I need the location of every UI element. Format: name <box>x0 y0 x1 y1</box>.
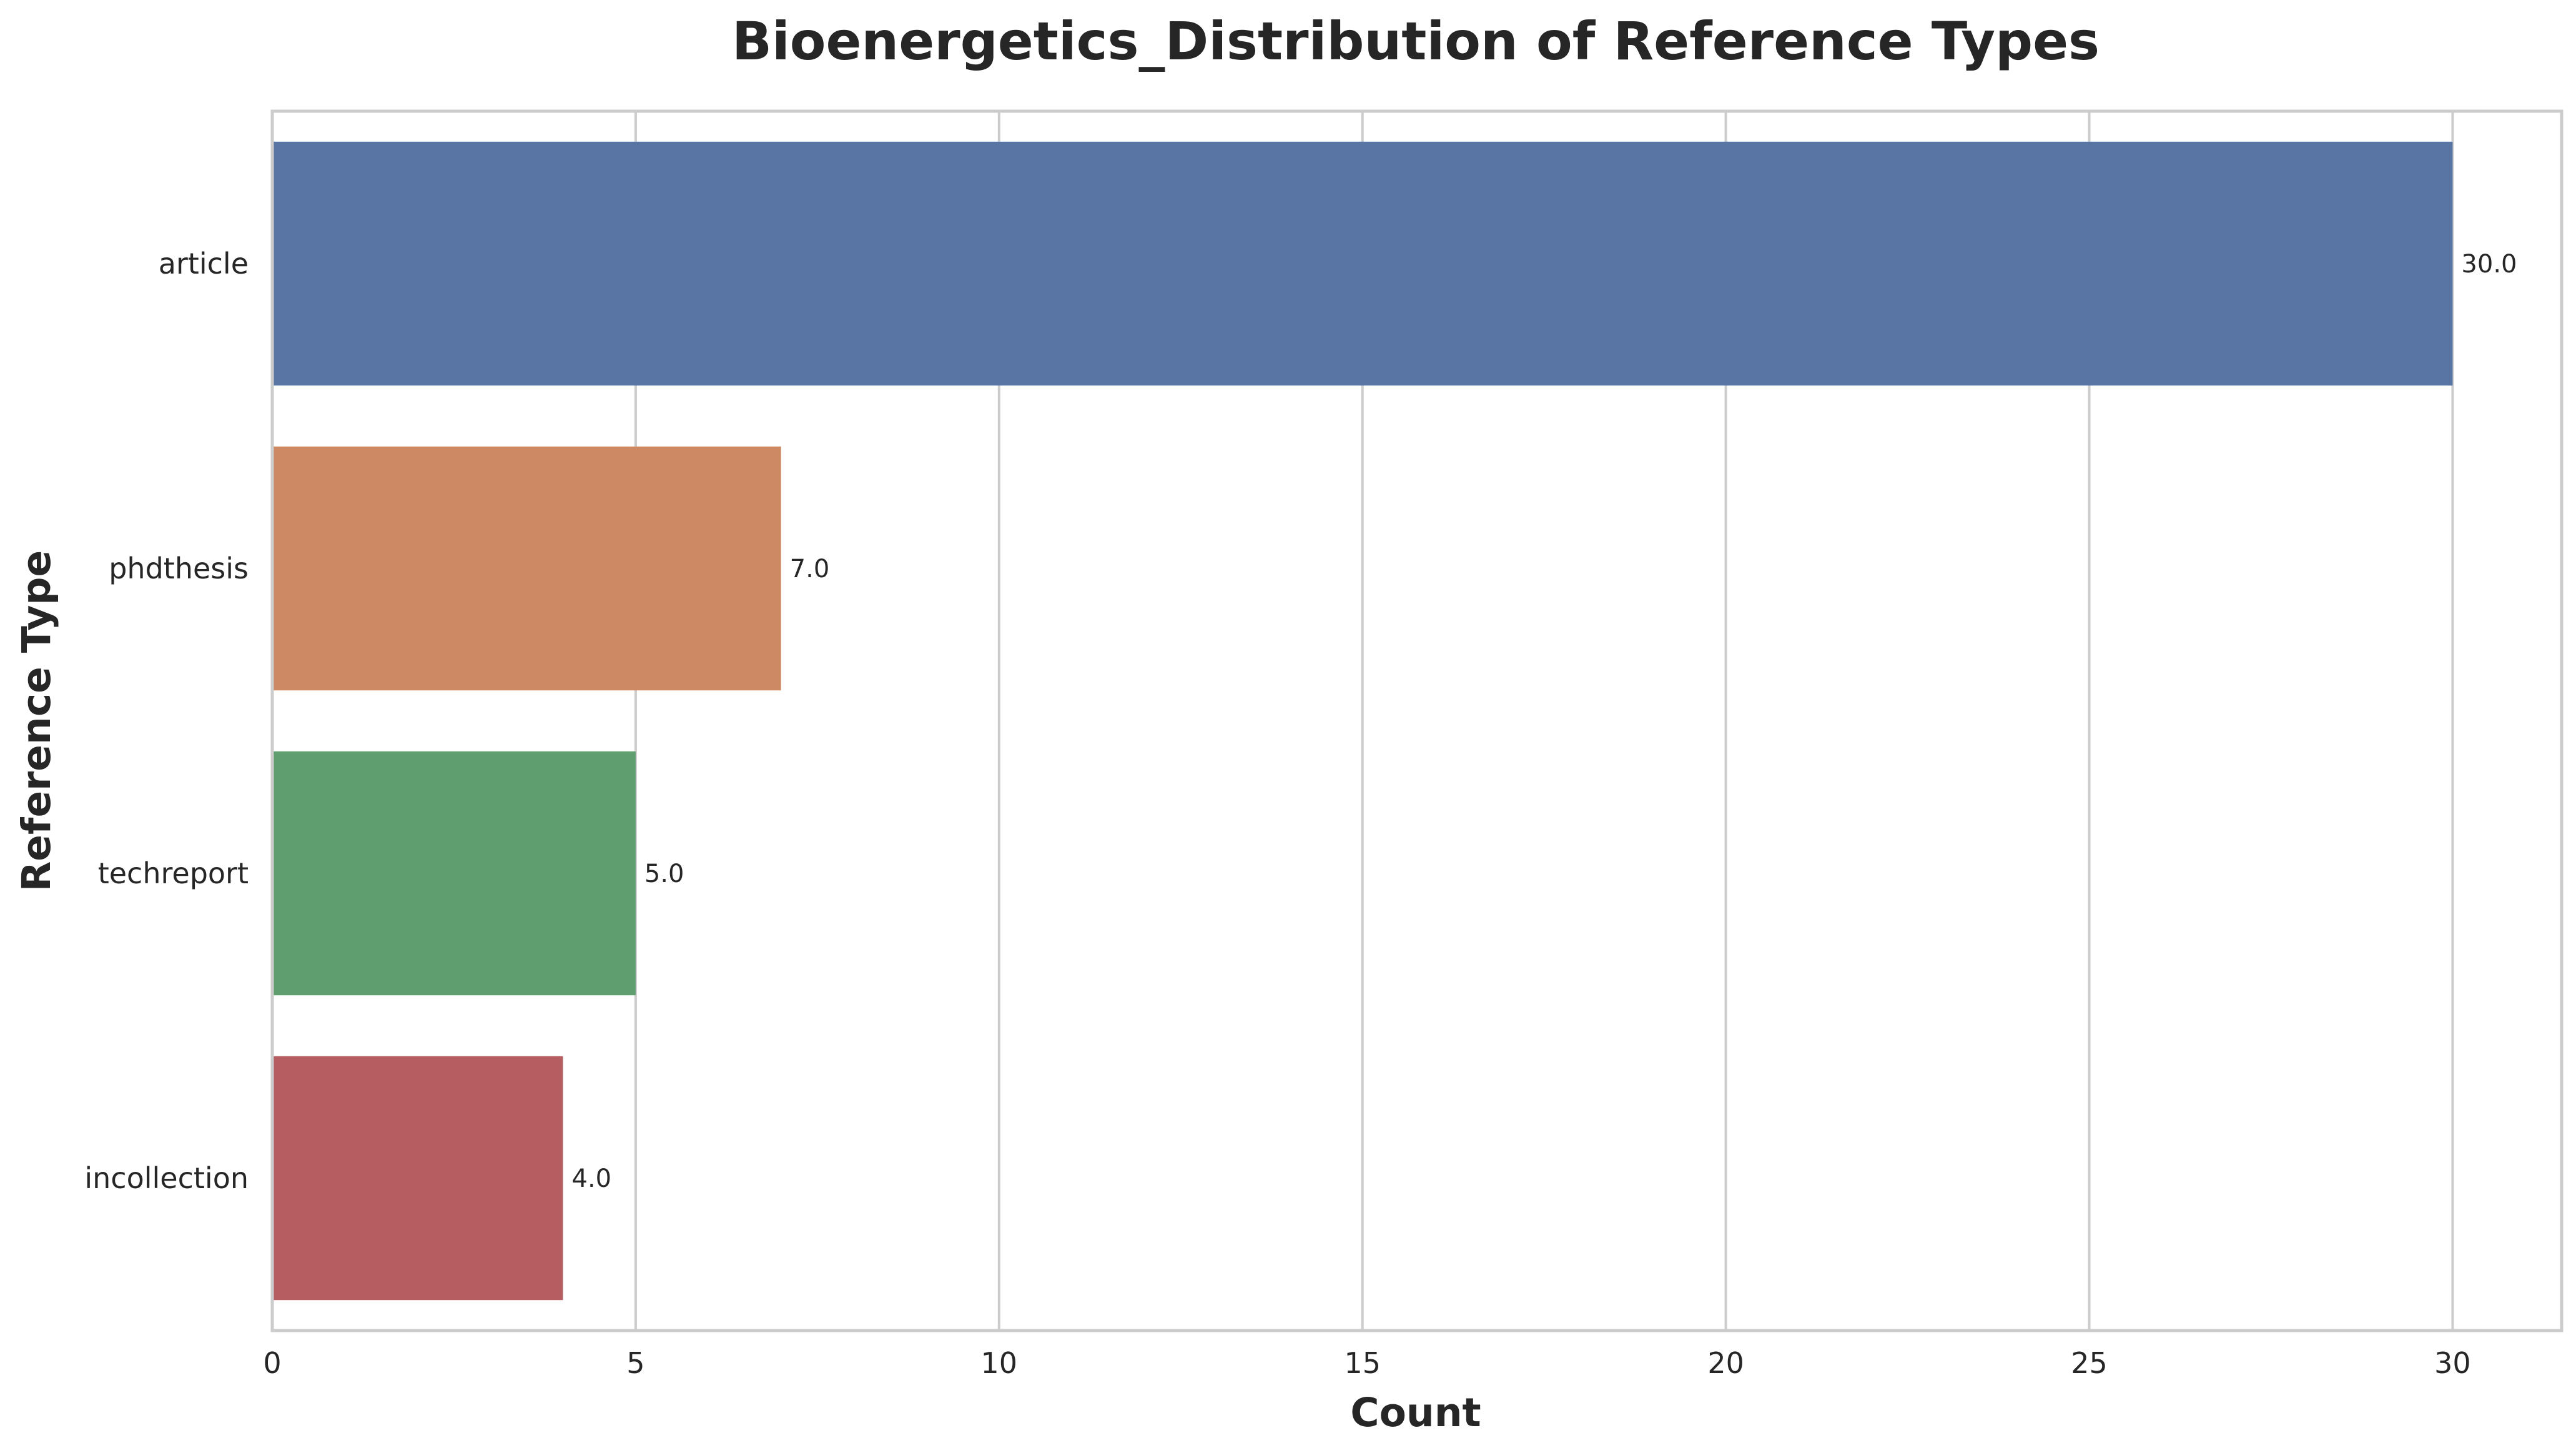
y-axis-label: Reference Type <box>14 550 59 891</box>
data-label: 4.0 <box>572 1164 612 1193</box>
bars <box>272 141 2453 1301</box>
bar-article <box>272 141 2453 386</box>
y-tick-labels: article phdthesis techreport incollection <box>84 247 249 1195</box>
x-tick-label: 30 <box>2434 1346 2471 1380</box>
y-tick-label: article <box>159 247 249 280</box>
x-tick-label: 10 <box>981 1346 1018 1380</box>
x-tick-label: 20 <box>1707 1346 1744 1380</box>
x-tick-label: 5 <box>626 1346 644 1380</box>
data-label: 7.0 <box>790 555 830 583</box>
plot-frame <box>270 109 2564 1332</box>
y-tick-label: techreport <box>98 856 249 890</box>
bar-techreport <box>272 751 636 996</box>
data-labels: 30.0 7.0 5.0 4.0 <box>572 250 2517 1193</box>
bar-incollection <box>272 1056 563 1301</box>
x-tick-label: 25 <box>2071 1346 2108 1380</box>
chart-title: Bioenergetics_Distribution of Reference … <box>732 11 2100 72</box>
data-label: 30.0 <box>2461 250 2517 279</box>
x-axis-label: Count <box>1350 1390 1481 1436</box>
data-label: 5.0 <box>644 860 684 888</box>
y-tick-label: phdthesis <box>109 552 249 585</box>
y-tick-label: incollection <box>84 1161 249 1195</box>
x-tick-labels: 0 5 10 15 20 25 30 <box>263 1346 2470 1380</box>
x-tick-label: 15 <box>1344 1346 1381 1380</box>
bar-phdthesis <box>272 446 781 691</box>
x-tick-label: 0 <box>263 1346 281 1380</box>
